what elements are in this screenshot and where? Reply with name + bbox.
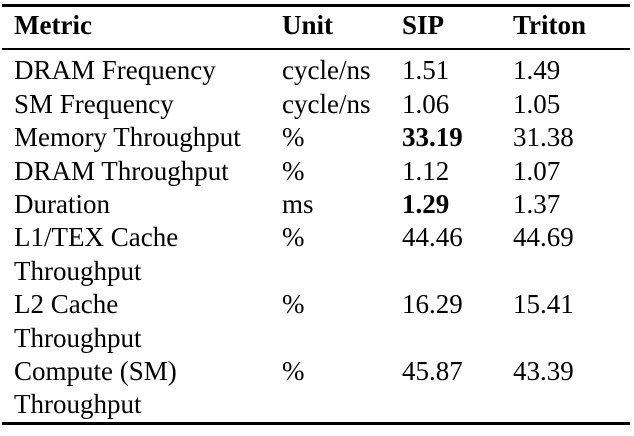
- cell-unit: ms: [282, 189, 314, 220]
- cell-sip: 1.06: [402, 88, 450, 119]
- cell-sip: 1.51: [402, 55, 450, 86]
- cell-metric: SM Frequency: [14, 88, 174, 119]
- cell-triton: 15.41: [513, 289, 574, 320]
- cell-triton: 1.05: [513, 88, 561, 119]
- table-row: Duration ms 1.29 1.37: [2, 188, 630, 221]
- cell-triton: 1.37: [513, 189, 561, 220]
- table-row: DRAM Frequency cycle/ns 1.51 1.49: [2, 49, 630, 87]
- cell-metric: L1/TEX Cache Throughput: [14, 222, 179, 286]
- cell-sip: 44.46: [402, 222, 463, 253]
- cell-sip: 1.29: [402, 189, 450, 220]
- header-row: Metric Unit SIP Triton: [2, 6, 630, 50]
- cell-triton: 43.39: [513, 356, 574, 387]
- cell-metric: L2 Cache Throughput: [14, 289, 142, 353]
- cell-sip: 33.19: [402, 122, 463, 153]
- cell-unit: %: [282, 122, 305, 153]
- cell-sip: 1.12: [402, 155, 450, 186]
- cell-unit: %: [282, 289, 305, 320]
- header-sip: SIP: [402, 10, 445, 40]
- cell-triton: 1.49: [513, 55, 561, 86]
- table-row: Compute (SM) Throughput% 45.87 43.39: [2, 355, 630, 423]
- cell-metric: Duration: [14, 189, 110, 220]
- cell-triton: 44.69: [513, 222, 574, 253]
- cell-metric: DRAM Throughput: [14, 155, 229, 186]
- cell-triton: 31.38: [513, 122, 574, 153]
- cell-metric: DRAM Frequency: [14, 55, 216, 86]
- paper-table-page: Metric Unit SIP Triton DRAM Frequency cyc…: [0, 4, 634, 436]
- cell-unit: cycle/ns: [282, 55, 371, 86]
- cell-unit: %: [282, 155, 305, 186]
- cell-unit: %: [282, 356, 305, 387]
- table-row: SM Frequency cycle/ns 1.06 1.05: [2, 88, 630, 121]
- header-unit: Unit: [282, 10, 334, 40]
- cell-metric: Compute (SM) Throughput: [14, 356, 177, 420]
- cell-unit: cycle/ns: [282, 88, 371, 119]
- table-header: Metric Unit SIP Triton: [2, 6, 630, 50]
- cell-sip: 45.87: [402, 356, 463, 387]
- table-row: Memory Throughput% 33.19 31.38: [2, 121, 630, 154]
- cell-triton: 1.07: [513, 155, 561, 186]
- cell-metric: Memory Throughput: [14, 122, 241, 153]
- metrics-table: Metric Unit SIP Triton DRAM Frequency cyc…: [2, 4, 630, 425]
- cell-sip: 16.29: [402, 289, 463, 320]
- header-metric: Metric: [14, 10, 92, 40]
- table-row: L2 Cache Throughput% 16.29 15.41: [2, 288, 630, 355]
- table-body: DRAM Frequency cycle/ns 1.51 1.49 SM Frequen…: [2, 49, 630, 423]
- table-row: DRAM Throughput% 1.12 1.07: [2, 155, 630, 188]
- header-triton: Triton: [513, 10, 586, 40]
- table-row: L1/TEX Cache Throughput% 44.46 44.69: [2, 221, 630, 288]
- cell-unit: %: [282, 222, 305, 253]
